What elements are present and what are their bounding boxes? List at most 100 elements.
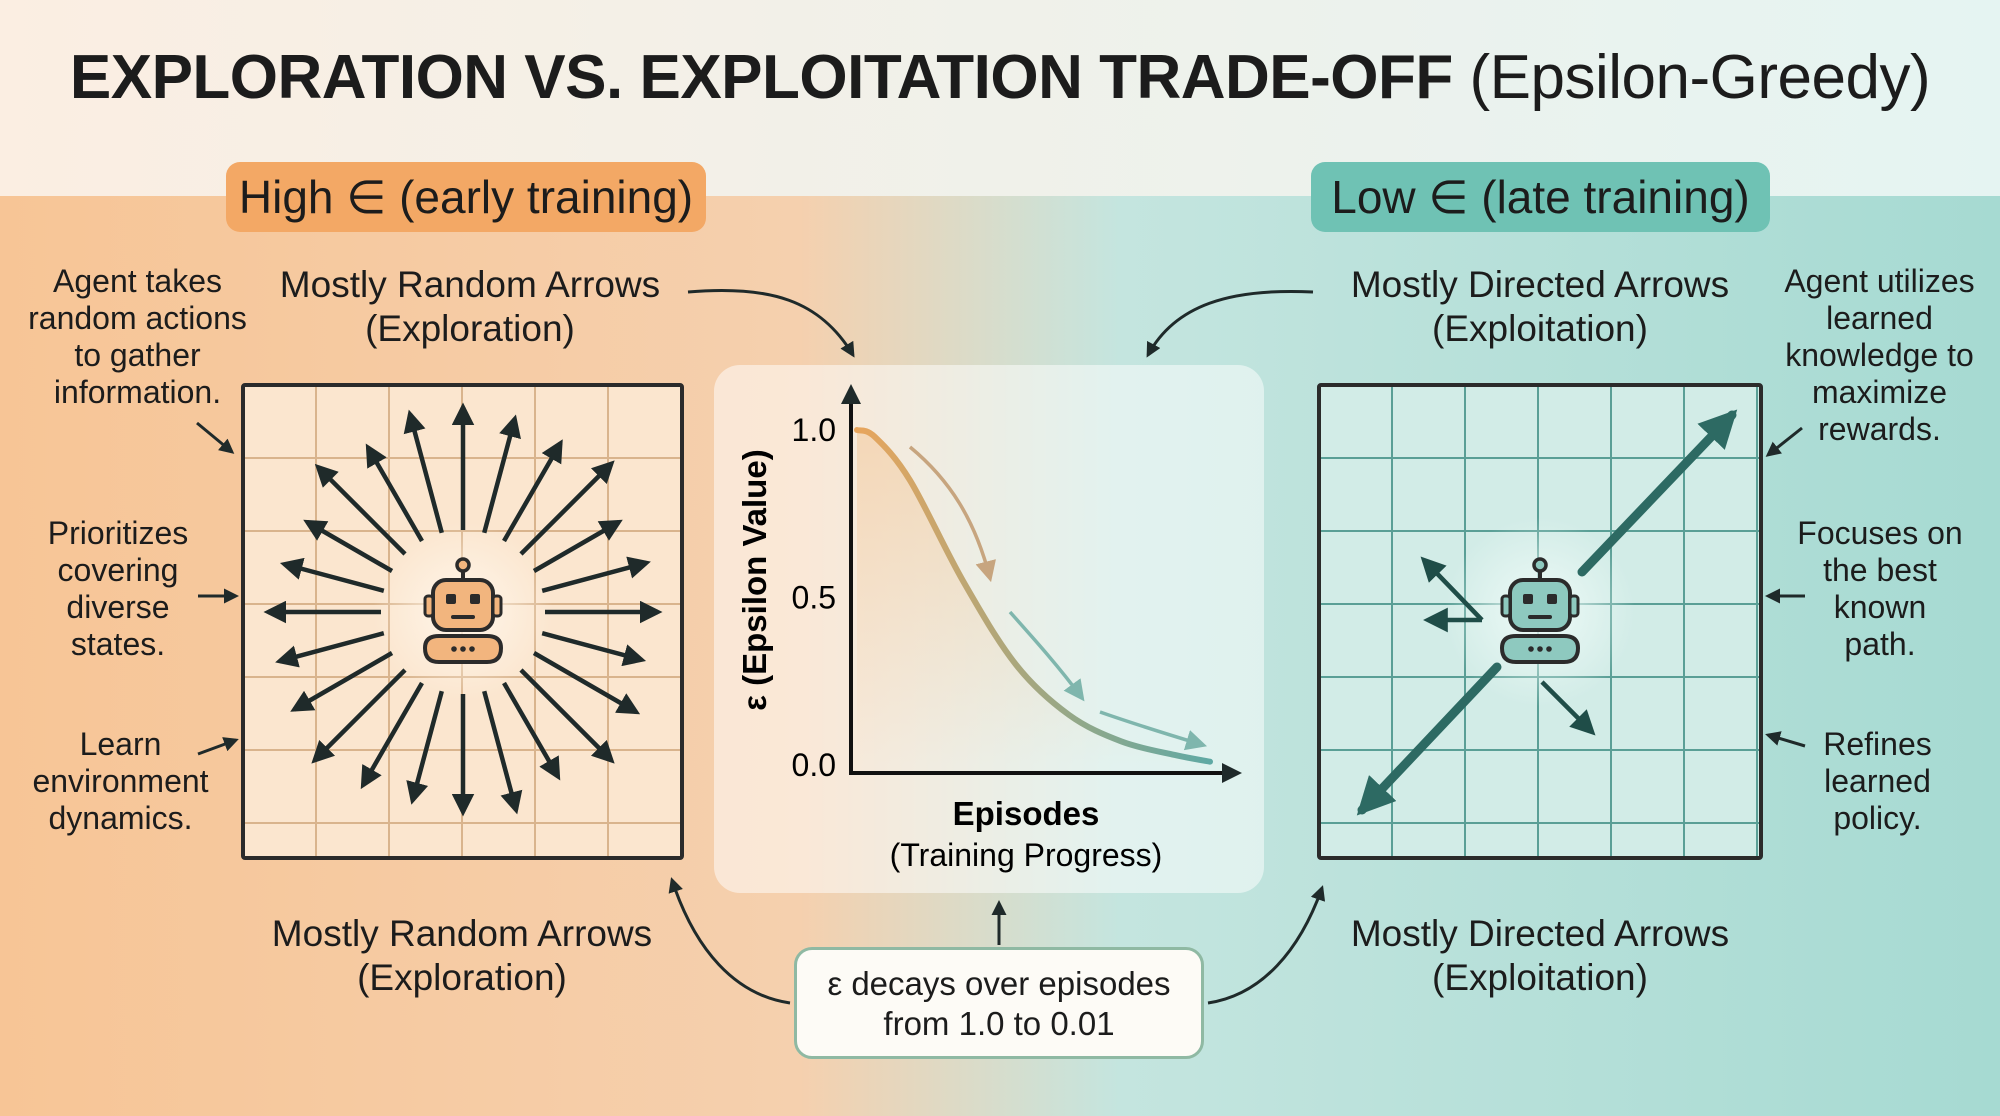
directed-arrows: [1356, 409, 1738, 816]
left-note-2: Prioritizes covering diverse states.: [18, 515, 218, 663]
connector-arrows: [196, 288, 1806, 1005]
note-line: rewards.: [1818, 411, 1941, 447]
heading-line: Mostly Directed Arrows: [1350, 264, 1730, 305]
random-arrow: [303, 519, 394, 573]
left-note-3: Learn environment dynamics.: [18, 726, 223, 837]
note-line: Agent utilizes: [1784, 263, 1975, 299]
note-line: information.: [53, 374, 222, 410]
note-pointer: [1765, 426, 1803, 457]
heading-line: (Exploitation): [1432, 308, 1648, 349]
heading-line: (Exploration): [365, 308, 575, 349]
page-title: EXPLORATION VS. EXPLOITATION TRADE-OFF (…: [0, 42, 2000, 113]
note-line: dynamics.: [48, 800, 193, 836]
decay-indicator-arrow: [1008, 610, 1085, 702]
y-tick-label: 0.0: [792, 747, 836, 783]
note-line: to gather: [74, 337, 201, 373]
right-top-heading: Mostly Directed Arrows (Exploitation): [1320, 263, 1760, 351]
main-directed-arrow: [1356, 662, 1502, 816]
random-arrow: [502, 439, 563, 543]
decay-line: ε decays over episodes: [827, 965, 1171, 1002]
connector-arrow: [1207, 885, 1326, 1005]
note-line: Refines: [1823, 726, 1932, 762]
note-line: covering: [57, 552, 179, 588]
minor-arrow: [1540, 680, 1596, 736]
y-tick-label: 1.0: [792, 412, 836, 448]
random-arrow: [482, 414, 521, 534]
random-arrow: [502, 681, 561, 781]
random-arrow: [311, 668, 407, 764]
random-arrow: [532, 651, 641, 715]
heading-line: Mostly Random Arrows: [279, 264, 661, 305]
note-line: learned: [1826, 300, 1933, 336]
epsilon-curve: [854, 427, 1213, 765]
x-axis-sublabel: (Training Progress): [890, 837, 1163, 873]
note-line: diverse: [66, 589, 170, 625]
right-note-2: Focuses on the best known path.: [1780, 515, 1980, 663]
random-arrow: [365, 443, 424, 543]
minor-arrow: [1420, 556, 1484, 622]
random-arrow: [532, 519, 623, 573]
y-axis-label: ε (Epsilon Value): [736, 449, 773, 710]
note-line: Focuses on: [1797, 515, 1963, 551]
robot-icon: [1499, 557, 1581, 664]
note-line: random actions: [28, 300, 247, 336]
main-directed-arrow: [1577, 409, 1738, 577]
decay-indicator-arrow: [1099, 710, 1208, 751]
right-note-1: Agent utilizes learned knowledge to maxi…: [1772, 263, 1987, 448]
heading-line: Mostly Random Arrows: [271, 913, 653, 954]
high-epsilon-label: High ∈ (early training): [226, 162, 706, 232]
x-axis-label: Episodes: [953, 795, 1100, 832]
note-line: policy.: [1833, 800, 1922, 836]
random-arrow: [519, 460, 615, 556]
heading-line: Mostly Directed Arrows: [1350, 913, 1730, 954]
random-arrow: [519, 668, 615, 764]
note-line: Prioritizes: [47, 515, 189, 551]
low-epsilon-label: Low ∈ (late training): [1311, 162, 1770, 232]
heading-line: (Exploitation): [1432, 957, 1648, 998]
connector-arrow: [1146, 289, 1314, 358]
note-line: known: [1833, 589, 1927, 625]
note-line: environment: [32, 763, 209, 799]
random-arrow: [541, 631, 647, 667]
connector-arrow: [668, 877, 791, 1005]
note-line: the best: [1823, 552, 1937, 588]
decay-indicator-arrow: [908, 445, 996, 583]
note-pointer: [197, 737, 239, 756]
note-line: Agent takes: [53, 263, 222, 299]
random-arrow: [360, 681, 424, 790]
y-tick-label: 0.5: [792, 580, 836, 616]
connector-arrow: [687, 288, 855, 358]
curve-area: [857, 430, 1210, 765]
note-line: states.: [70, 626, 166, 662]
decay-line: from 1.0 to 0.01: [883, 1005, 1115, 1042]
random-arrow: [275, 631, 385, 668]
note-line: path.: [1844, 626, 1916, 662]
epsilon-chart: 1.0 0.5 0.0 ε (Epsilon Value) Episodes (…: [736, 384, 1242, 873]
note-pointer: [1765, 731, 1806, 748]
left-bottom-heading: Mostly Random Arrows (Exploration): [252, 912, 672, 1000]
random-arrow: [290, 651, 394, 712]
decay-box: ε decays over episodes from 1.0 to 0.01: [794, 947, 1204, 1059]
random-arrow: [314, 463, 407, 556]
decay-indicators: [908, 445, 1208, 751]
random-arrows: [263, 402, 663, 817]
random-arrow: [406, 690, 444, 805]
note-line: Learn: [79, 726, 162, 762]
title-main: EXPLORATION VS. EXPLOITATION TRADE-OFF: [69, 43, 1453, 112]
note-line: maximize: [1811, 374, 1948, 410]
right-bottom-heading: Mostly Directed Arrows (Exploitation): [1320, 912, 1760, 1000]
note-line: knowledge to: [1785, 337, 1974, 373]
left-top-heading: Mostly Random Arrows (Exploration): [260, 263, 680, 351]
robot-icon: [422, 557, 504, 664]
note-pointer: [196, 421, 235, 454]
heading-line: (Exploration): [357, 957, 567, 998]
random-arrow: [482, 690, 523, 815]
random-arrow: [541, 556, 651, 593]
random-arrow: [279, 557, 385, 593]
right-note-3: Refines learned policy.: [1780, 726, 1975, 837]
random-arrow: [403, 409, 444, 534]
title-sub: (Epsilon-Greedy): [1469, 43, 1931, 112]
left-note-1: Agent takes random actions to gather inf…: [10, 263, 265, 411]
note-line: learned: [1824, 763, 1931, 799]
